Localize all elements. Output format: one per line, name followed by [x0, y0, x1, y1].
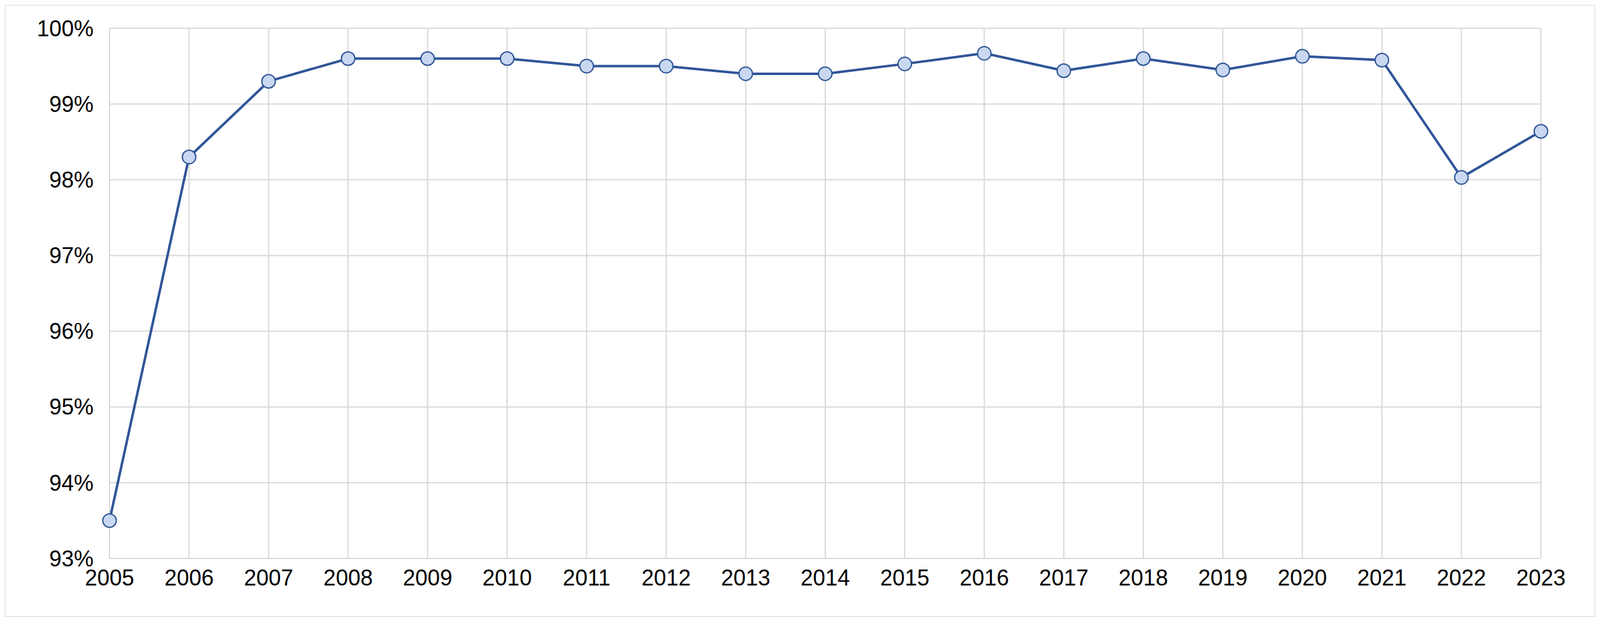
svg-text:100%: 100%	[36, 16, 94, 42]
svg-text:2020: 2020	[1277, 565, 1327, 591]
svg-text:2016: 2016	[959, 565, 1009, 591]
svg-text:2017: 2017	[1039, 565, 1089, 591]
svg-text:2019: 2019	[1198, 565, 1248, 591]
svg-text:2014: 2014	[800, 565, 850, 591]
svg-text:2008: 2008	[323, 565, 373, 591]
svg-text:2018: 2018	[1118, 565, 1168, 591]
svg-text:2011: 2011	[563, 565, 611, 591]
svg-text:2010: 2010	[482, 565, 532, 591]
svg-text:2009: 2009	[403, 565, 453, 591]
svg-text:98%: 98%	[49, 167, 94, 193]
svg-text:2023: 2023	[1516, 565, 1566, 591]
svg-text:2021: 2021	[1357, 565, 1407, 591]
svg-text:96%: 96%	[49, 318, 94, 344]
svg-text:2015: 2015	[880, 565, 930, 591]
svg-text:2007: 2007	[243, 565, 293, 591]
svg-text:2012: 2012	[641, 565, 692, 591]
svg-text:99%: 99%	[49, 91, 94, 117]
svg-text:2005: 2005	[84, 565, 135, 591]
svg-text:94%: 94%	[49, 470, 94, 496]
svg-text:95%: 95%	[49, 394, 94, 420]
svg-text:2013: 2013	[721, 565, 771, 591]
svg-text:97%: 97%	[49, 243, 94, 269]
svg-text:93%: 93%	[49, 546, 94, 572]
svg-text:2022: 2022	[1436, 565, 1487, 591]
svg-text:2006: 2006	[164, 565, 214, 591]
